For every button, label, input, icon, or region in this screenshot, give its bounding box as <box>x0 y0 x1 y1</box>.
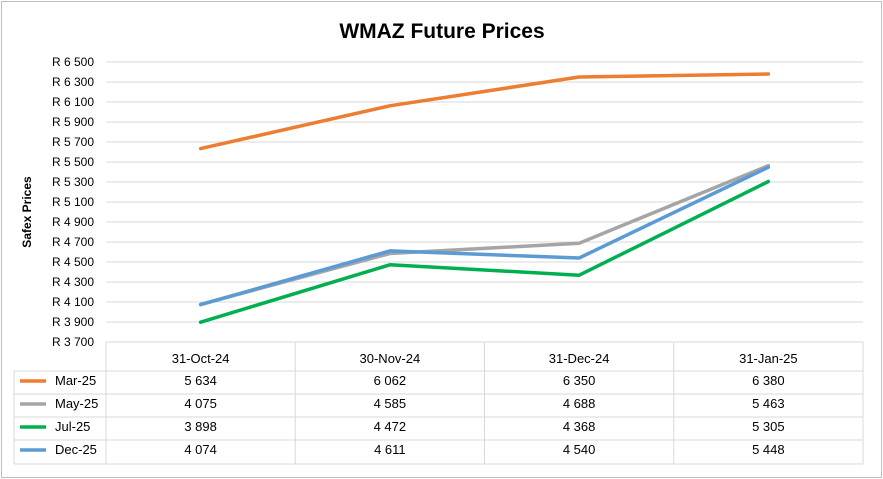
data-label: 4 688 <box>563 396 596 411</box>
data-label: 4 540 <box>563 442 596 457</box>
series-line-dec-25 <box>198 165 771 307</box>
y-tick-label: R 5 500 <box>52 155 94 169</box>
y-tick-label: R 5 100 <box>52 195 94 209</box>
x-tick-label: 30-Nov-24 <box>360 351 421 366</box>
y-tick-label: R 3 900 <box>52 315 94 329</box>
data-label: 4 368 <box>563 419 596 434</box>
data-label: 4 472 <box>374 419 407 434</box>
series-line-jul-25 <box>198 179 771 324</box>
data-label: 3 898 <box>184 419 217 434</box>
x-tick-label: 31-Jan-25 <box>739 351 798 366</box>
y-tick-label: R 6 500 <box>52 55 94 69</box>
y-tick-label: R 4 300 <box>52 275 94 289</box>
series-line-may-25 <box>198 163 771 307</box>
y-tick-label: R 3 700 <box>52 335 94 349</box>
y-tick-label: R 4 100 <box>52 295 94 309</box>
y-tick-label: R 5 700 <box>52 135 94 149</box>
data-label: 5 305 <box>752 419 785 434</box>
x-tick-label: 31-Dec-24 <box>549 351 610 366</box>
data-label: 4 075 <box>184 396 217 411</box>
series-name: May-25 <box>55 396 98 411</box>
series-lines <box>198 72 771 324</box>
data-label: 4 611 <box>374 442 406 457</box>
data-label: 6 380 <box>752 373 785 388</box>
y-tick-label: R 6 100 <box>52 95 94 109</box>
data-label: 5 463 <box>752 396 785 411</box>
series-name: Dec-25 <box>55 442 97 457</box>
y-tick-label: R 4 500 <box>52 255 94 269</box>
y-axis-label: Safex Prices <box>20 176 34 248</box>
series-line-mar-25 <box>198 72 771 151</box>
data-label: 5 448 <box>752 442 785 457</box>
data-label: 6 062 <box>374 373 407 388</box>
data-table: 31-Oct-24 30-Nov-24 31-Dec-24 31-Jan-25 Mar-… <box>13 341 864 465</box>
series-name: Jul-25 <box>55 419 90 434</box>
y-tick-label: R 4 900 <box>52 215 94 229</box>
data-label: 6 350 <box>563 373 596 388</box>
y-tick-label: R 5 900 <box>52 115 94 129</box>
x-tick-label: 31-Oct-24 <box>172 351 230 366</box>
y-tick-label: R 5 300 <box>52 175 94 189</box>
y-tick-label: R 4 700 <box>52 235 94 249</box>
data-label: 5 634 <box>184 373 217 388</box>
y-tick-label: R 6 300 <box>52 75 94 89</box>
series-name: Mar-25 <box>55 373 96 388</box>
data-label: 4 585 <box>374 396 407 411</box>
data-label: 4 074 <box>184 442 217 457</box>
y-axis-ticks: R 3 700 R 3 900 R 4 100 R 4 300 R 4 500 R 4 7… <box>52 55 94 349</box>
chart-title: WMAZ Future Prices <box>339 20 544 43</box>
